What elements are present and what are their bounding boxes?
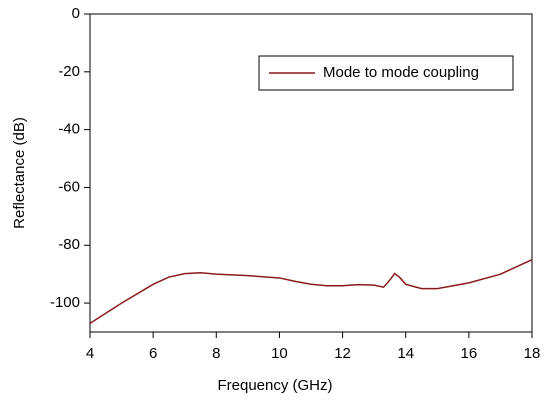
y-tick-label: -60: [58, 178, 80, 195]
x-tick-label: 14: [397, 345, 414, 362]
y-tick-label: -100: [50, 294, 80, 311]
x-tick-label: 4: [86, 345, 94, 362]
x-tick-label: 10: [271, 345, 288, 362]
x-tick-label: 12: [334, 345, 351, 362]
y-tick-label: -20: [58, 63, 80, 80]
legend-label: Mode to mode coupling: [323, 64, 479, 81]
line: [89, 259, 533, 324]
plot-frame: [89, 13, 533, 333]
x-tick-label: 16: [461, 345, 478, 362]
x-tick-label: 6: [149, 345, 157, 362]
x-tick-label: 8: [212, 345, 220, 362]
y-axis-label: Reflectance (dB): [11, 117, 28, 229]
y-tick-label: 0: [72, 5, 80, 22]
y-tick-label: -40: [58, 121, 80, 138]
x-tick-label: 18: [524, 345, 541, 362]
y-tick-label: -80: [58, 236, 80, 253]
x-axis-label: Frequency (GHz): [217, 377, 332, 394]
